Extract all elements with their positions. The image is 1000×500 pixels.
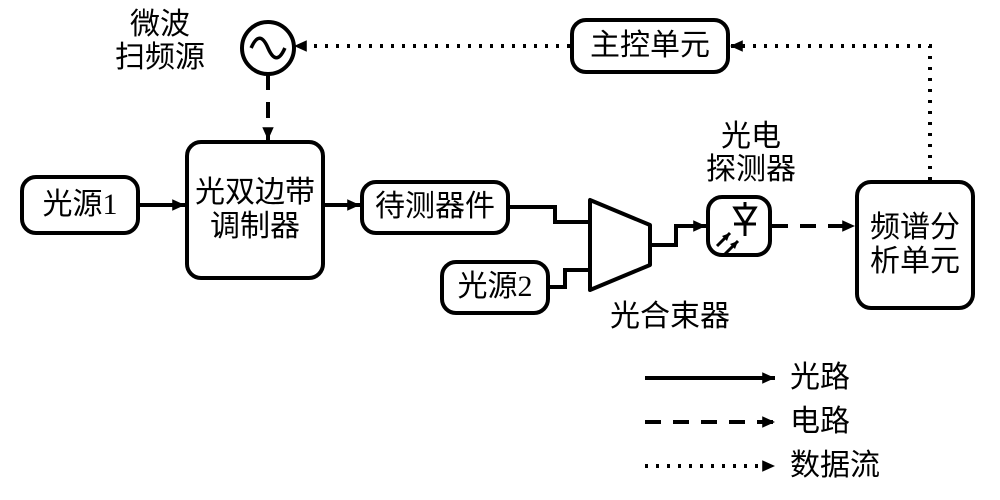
diagram-svg [0, 0, 1000, 500]
